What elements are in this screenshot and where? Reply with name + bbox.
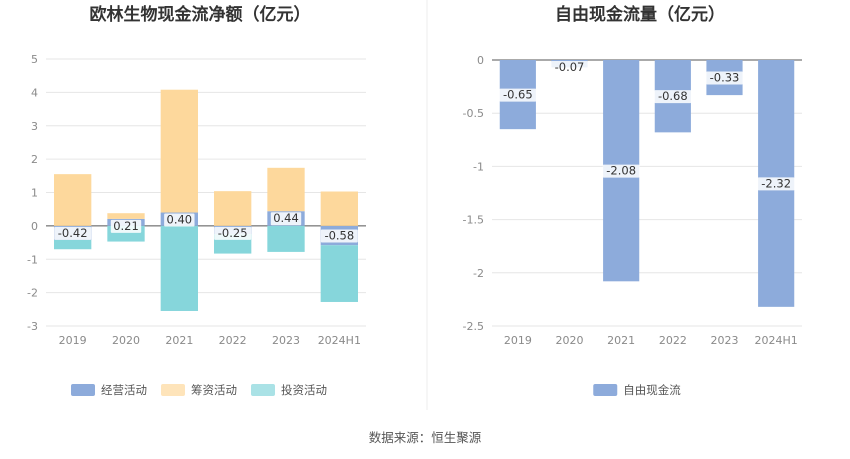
bar-3: [54, 239, 92, 250]
data-label: -0.07: [555, 60, 585, 74]
data-label-background: [551, 61, 588, 74]
y-tick-label: -1.5: [463, 214, 484, 227]
y-tick-label: -1: [27, 253, 38, 266]
data-label-background: [270, 212, 302, 226]
legend-label: 自由现金流: [623, 383, 681, 397]
data-label-background: [214, 226, 252, 240]
data-label-background: [757, 177, 795, 191]
y-tick-label: -2.5: [463, 320, 484, 333]
x-tick-label: 2019: [59, 334, 87, 347]
bar-2: [267, 167, 305, 212]
data-label: 0.40: [167, 213, 193, 227]
data-label-background: [320, 229, 358, 243]
data-label: -0.65: [503, 88, 533, 102]
x-tick-label: 2019: [504, 334, 532, 347]
data-label-background: [499, 88, 537, 102]
x-tick-label: 2023: [711, 334, 739, 347]
y-tick-label: 3: [31, 120, 38, 133]
data-label: -0.68: [658, 89, 688, 103]
y-tick-label: -2: [473, 267, 484, 280]
legend-swatch: [593, 384, 618, 396]
data-label: 0.21: [113, 219, 139, 233]
y-tick-label: 0: [477, 54, 484, 67]
x-tick-label: 2021: [607, 334, 635, 347]
bar-2: [54, 174, 92, 226]
data-label-background: [602, 164, 640, 178]
y-tick-label: -2: [27, 287, 38, 300]
data-label-background: [654, 90, 692, 104]
data-label: -0.42: [58, 226, 88, 240]
legend-swatch: [161, 384, 185, 396]
legend-label: 经营活动: [101, 383, 147, 397]
x-tick-label: 2020: [556, 334, 584, 347]
bar-2: [160, 89, 198, 213]
data-label: -0.58: [324, 229, 354, 243]
x-tick-label: 2022: [659, 334, 687, 347]
source-note: 数据来源：恒生聚源: [369, 430, 482, 445]
y-tick-label: -3: [27, 320, 38, 333]
legend-label: 投资活动: [281, 383, 327, 397]
y-tick-label: -1: [473, 160, 484, 173]
bar-3: [320, 245, 358, 302]
legend-label: 筹资活动: [191, 383, 237, 397]
data-label-background: [164, 213, 195, 227]
chart-free-cash-flow: 自由现金流量（亿元） 0 -0.5 -1 -1.5 -2 -2.5 2019 2020 2021…: [463, 4, 802, 397]
data-label-background: [110, 219, 142, 233]
x-tick-label: 2020: [112, 334, 140, 347]
y-tick-label: 1: [31, 187, 38, 200]
data-label: -0.25: [218, 226, 248, 240]
x-tick-label: 2024H1: [755, 334, 798, 347]
x-tick-label: 2023: [272, 334, 300, 347]
y-tick-label: 4: [31, 86, 38, 99]
chart-title: 自由现金流量（亿元）: [555, 4, 725, 25]
data-label: -0.33: [710, 71, 740, 85]
y-tick-label: 0: [31, 220, 38, 233]
y-tick-label: -0.5: [463, 107, 484, 120]
x-tick-label: 2024H1: [318, 334, 361, 347]
legend-swatch: [71, 384, 95, 396]
x-tick-label: 2022: [219, 334, 247, 347]
bar-2: [320, 191, 358, 226]
bar-3: [267, 225, 305, 252]
y-tick-label: 5: [31, 53, 38, 66]
bar-3: [160, 225, 198, 311]
data-label: -2.08: [606, 164, 636, 178]
data-label: 0.44: [273, 211, 299, 225]
bar-2: [107, 213, 145, 219]
y-tick-label: 2: [31, 153, 38, 166]
data-label: -2.32: [761, 176, 791, 190]
x-tick-label: 2021: [165, 334, 193, 347]
data-label-background: [54, 226, 92, 240]
chart-cash-flow-net: 欧林生物现金流净额（亿元） 5 4 3 2 1 0 -1 -2 -3 2019 2020 2021 20…: [27, 4, 366, 397]
chart-title: 欧林生物现金流净额（亿元）: [90, 4, 311, 25]
bar-2: [214, 191, 252, 226]
legend-swatch: [251, 384, 275, 396]
data-label-background: [706, 71, 743, 85]
